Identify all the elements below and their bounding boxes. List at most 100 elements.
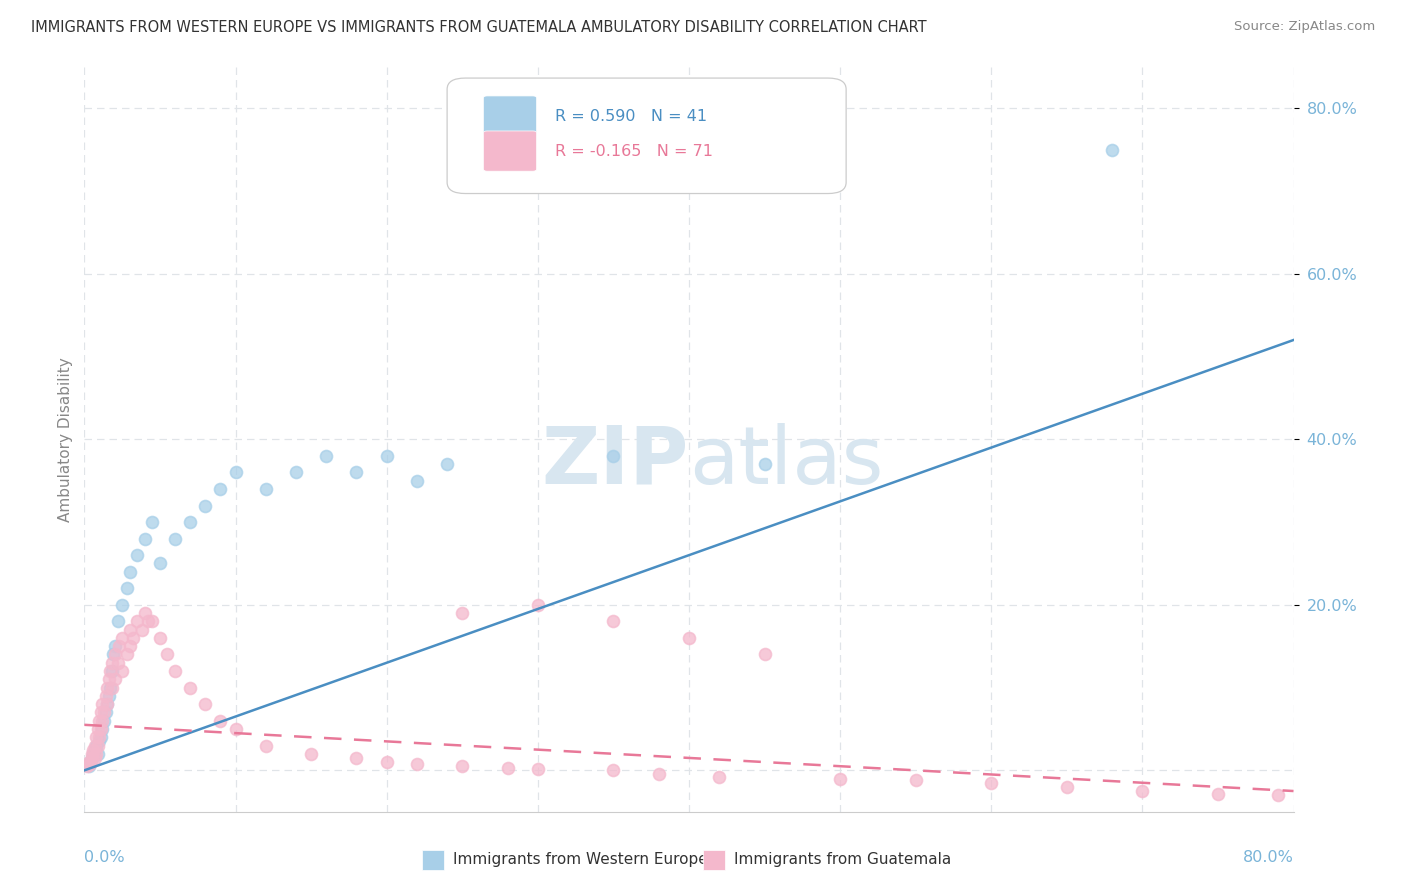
Point [86, 739, 108, 753]
Point [89, 734, 111, 748]
Point [602, 763, 624, 777]
Point [93, 714, 115, 728]
Point [141, 615, 163, 629]
Point [436, 457, 458, 471]
Point [527, 598, 550, 612]
Text: 0.0%: 0.0% [84, 850, 125, 865]
Point [980, 776, 1002, 790]
Point [285, 466, 308, 480]
Point [96, 681, 118, 695]
Point [709, 770, 731, 784]
Point [96, 697, 118, 711]
Text: IMMIGRANTS FROM WESTERN EUROPE VS IMMIGRANTS FROM GUATEMALA AMBULATORY DISABILIT: IMMIGRANTS FROM WESTERN EUROPE VS IMMIGR… [31, 20, 927, 35]
Point [118, 623, 141, 637]
Point [602, 615, 624, 629]
Point [79, 756, 101, 771]
Point [315, 449, 337, 463]
Point [87, 747, 110, 761]
Point [1101, 143, 1123, 157]
Point [127, 615, 149, 629]
Point [79, 755, 101, 769]
Point [80, 751, 103, 765]
Point [165, 532, 187, 546]
Point [496, 761, 519, 775]
Point [97, 689, 120, 703]
Point [141, 515, 163, 529]
Point [406, 756, 429, 771]
Point [118, 639, 141, 653]
Point [111, 664, 134, 678]
Point [375, 755, 398, 769]
Point [149, 631, 172, 645]
Point [82, 742, 104, 756]
Point [98, 664, 121, 678]
Point [98, 681, 121, 695]
Point [111, 598, 134, 612]
Point [1056, 780, 1078, 794]
Point [451, 606, 474, 620]
Point [84, 739, 107, 753]
Point [346, 466, 368, 480]
Point [97, 673, 120, 687]
Point [209, 714, 232, 728]
Point [678, 631, 700, 645]
FancyBboxPatch shape [484, 96, 537, 136]
Point [104, 639, 127, 653]
Point [80, 747, 103, 761]
Text: R = 0.590   N = 41: R = 0.590 N = 41 [555, 109, 707, 124]
Point [90, 722, 112, 736]
Point [1206, 787, 1229, 801]
Point [96, 697, 118, 711]
Point [299, 747, 322, 761]
Point [134, 606, 156, 620]
Point [82, 747, 104, 761]
Point [91, 697, 114, 711]
Point [209, 482, 232, 496]
Point [107, 615, 129, 629]
Point [115, 648, 138, 662]
Point [131, 623, 153, 637]
Point [91, 714, 114, 728]
Point [179, 681, 201, 695]
Point [87, 739, 110, 753]
Point [91, 722, 114, 736]
Point [225, 466, 247, 480]
Point [77, 755, 100, 769]
Point [84, 742, 107, 756]
Point [80, 751, 103, 765]
Point [108, 639, 131, 653]
Point [1267, 788, 1289, 802]
Point [134, 532, 156, 546]
Point [93, 706, 115, 720]
Point [451, 759, 474, 773]
Point [1132, 784, 1154, 798]
Point [136, 615, 159, 629]
Text: R = -0.165   N = 71: R = -0.165 N = 71 [555, 144, 713, 159]
Point [127, 548, 149, 562]
Point [346, 751, 368, 765]
Point [89, 730, 111, 744]
Text: Immigrants from Western Europe: Immigrants from Western Europe [453, 853, 707, 867]
Text: ZIP: ZIP [541, 423, 689, 500]
Point [84, 751, 107, 765]
Point [89, 714, 111, 728]
Point [375, 449, 398, 463]
Point [86, 747, 108, 761]
FancyBboxPatch shape [447, 78, 846, 194]
Point [179, 515, 201, 529]
Point [76, 759, 98, 773]
Point [118, 565, 141, 579]
Point [107, 656, 129, 670]
Point [86, 730, 108, 744]
Point [104, 673, 127, 687]
Point [100, 656, 122, 670]
Point [527, 762, 550, 776]
Point [156, 648, 179, 662]
Point [406, 474, 429, 488]
Point [165, 664, 187, 678]
Point [115, 582, 138, 596]
Point [254, 482, 277, 496]
Point [149, 557, 172, 571]
Point [104, 648, 127, 662]
Point [101, 648, 124, 662]
